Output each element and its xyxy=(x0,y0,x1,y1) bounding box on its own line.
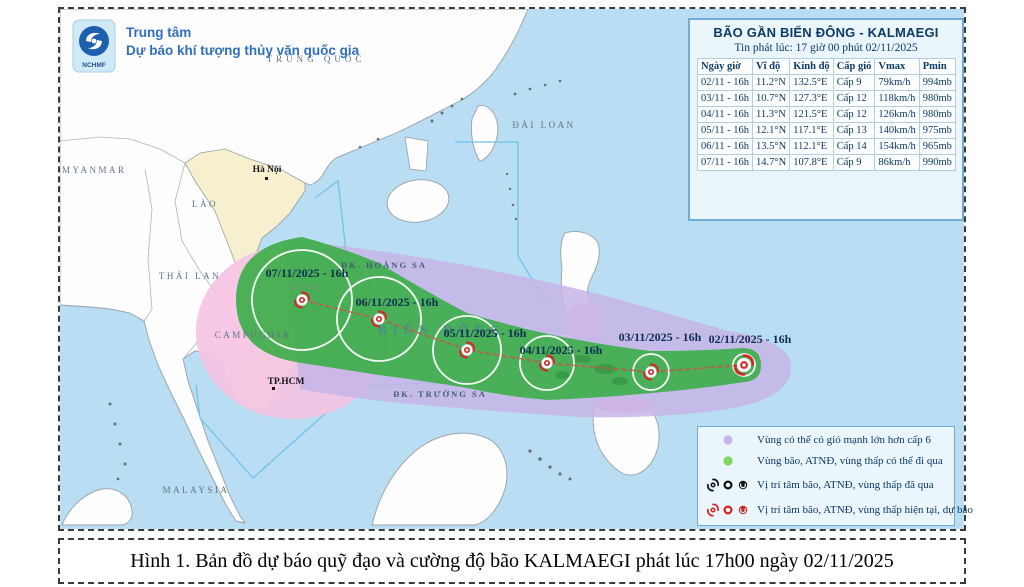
forecast-circle-07-11 xyxy=(251,249,353,351)
col-pmin: Pmin xyxy=(918,58,956,75)
track-label-05-11: 05/11/2025 - 16h xyxy=(444,326,527,340)
label-hcmc: TP.HCM xyxy=(268,377,305,387)
label-malaysia: MALAYSIA xyxy=(163,485,230,495)
org-header: NCHMF Trung tâm Dự báo khí tượng thủy vă… xyxy=(72,19,359,75)
atnd-past-icon xyxy=(723,480,733,490)
forecast-circles xyxy=(251,249,756,391)
storm-info-panel: BÃO GẦN BIỂN ĐÔNG - KALMAEGI Tin phát lú… xyxy=(688,18,964,221)
legend-row-storm-area: Vùng bão, ATNĐ, vùng thấp có thể đi qua xyxy=(704,455,948,467)
forecast-circle-03-11 xyxy=(632,353,670,391)
label-truong-sa: ĐK. TRƯỜNG SA xyxy=(393,389,487,399)
islands-under-cone xyxy=(555,355,628,385)
atnd-current-icon xyxy=(723,505,733,515)
legend-row-wind-area: Vùng có thể có gió mạnh lớn hơn cấp 6 xyxy=(704,434,948,446)
col-longitude: Kinh độ xyxy=(789,58,834,75)
track-label-07-11: 07/11/2025 - 16h xyxy=(266,266,349,280)
storm-area-dot-icon xyxy=(704,455,752,467)
forecast-circle-06-11 xyxy=(336,276,422,362)
col-datetime: Ngày giờ xyxy=(696,58,754,75)
figure-caption-box: Hình 1. Bản đồ dự báo quỹ đạo và cường đ… xyxy=(58,538,966,584)
storm-panel-issued: Tin phát lúc: 17 giờ 00 phút 02/11/2025 xyxy=(734,42,918,54)
forecast-circle-04-11 xyxy=(519,335,575,391)
label-hanoi: Hà Nội xyxy=(253,165,282,175)
label-hoang-sa: ĐK. HOÀNG SA xyxy=(341,260,427,270)
org-name-line1: Trung tâm xyxy=(126,25,192,40)
taiwan-island xyxy=(470,105,499,162)
col-latitude: Vĩ độ xyxy=(752,58,791,75)
table-row: 05/11 - 16h 12.1°N 117.1°E Cấp 13 140km/h 975… xyxy=(696,122,956,139)
typhoon-past-icon xyxy=(706,478,720,492)
past-position-icons xyxy=(704,477,752,493)
figure-caption: Hình 1. Bản đồ dự báo quỹ đạo và cường đ… xyxy=(130,549,894,572)
label-taiwan: ĐÀI LOAN xyxy=(512,120,575,130)
table-row: 04/11 - 16h 11.3°N 121.5°E Cấp 12 126km/h 980… xyxy=(696,106,956,123)
track-label-02-11: 02/11/2025 - 16h xyxy=(709,332,792,346)
hainan-island xyxy=(386,179,450,223)
small-islands xyxy=(108,79,572,481)
label-east-sea: BIỂN ĐÔNG xyxy=(378,322,506,337)
label-laos: LÀO xyxy=(192,199,218,209)
hanoi-marker xyxy=(265,177,268,180)
track-label-03-11: 03/11/2025 - 16h xyxy=(619,330,702,344)
table-row: 03/11 - 16h 10.7°N 127.3°E Cấp 12 118km/h 980… xyxy=(696,90,956,107)
typhoon-current-icon xyxy=(706,503,720,517)
sumatra-island xyxy=(61,488,133,526)
current-position-icons xyxy=(704,502,752,518)
storm-forecast-table: Ngày giờ Vĩ độ Kinh độ Cấp gió Vmax Pmin… xyxy=(696,58,956,171)
map-legend: Vùng có thể có gió mạnh lớn hơn cấp 6 Vù… xyxy=(697,426,973,526)
col-windlevel: Cấp gió xyxy=(832,58,876,75)
forecast-circle-02-11 xyxy=(732,353,756,377)
table-row: 02/11 - 16h 11.2°N 132.5°E Cấp 9 79km/h 994mb xyxy=(696,74,956,91)
label-china: TRUNG QUỐC xyxy=(267,54,366,64)
legend-text: Vị trí tâm bão, ATNĐ, vùng thấp hiện tại… xyxy=(757,503,973,516)
forecast-map-figure: TRUNG QUỐC MYANMAR LÀO THÁI LAN CAMPUCHI… xyxy=(58,7,973,531)
low-past-icon xyxy=(738,480,748,489)
label-thailand: THÁI LAN xyxy=(159,271,221,281)
col-vmax: Vmax xyxy=(874,58,920,75)
hcmc-marker xyxy=(272,387,275,390)
table-row: 06/11 - 16h 13.5°N 112.1°E Cấp 14 154km/h 965… xyxy=(696,138,956,155)
label-myanmar: MYANMAR xyxy=(62,165,127,175)
legend-row-current-position: Vị trí tâm bão, ATNĐ, vùng thấp hiện tại… xyxy=(704,502,973,518)
storm-panel-title: BÃO GẦN BIỂN ĐÔNG - KALMAEGI xyxy=(713,25,939,40)
low-current-icon xyxy=(738,505,748,515)
forecast-circle-05-11 xyxy=(432,315,502,385)
table-row: 07/11 - 16h 14.7°N 107.8°E Cấp 9 86km/h 990mb xyxy=(696,154,956,171)
track-line xyxy=(301,299,745,373)
label-cambodia: CAMPUCHIA xyxy=(215,330,292,340)
logo-abbr: NCHMF xyxy=(82,62,105,69)
org-name: Trung tâm Dự báo khí tượng thủy văn quốc… xyxy=(126,19,359,59)
track-label-04-11: 04/11/2025 - 16h xyxy=(520,343,603,357)
legend-row-past-position: Vị trí tâm bão, ATNĐ, vùng thấp đã qua xyxy=(704,477,948,493)
leizhou-peninsula xyxy=(404,136,429,172)
org-name-line2: Dự báo khí tượng thủy văn quốc gia xyxy=(126,42,360,58)
mainland-asia xyxy=(60,9,529,524)
borneo-island xyxy=(371,432,508,526)
legend-text: Vùng có thể có gió mạnh lớn hơn cấp 6 xyxy=(757,434,931,446)
wind-area-dot-icon xyxy=(704,434,752,446)
nchmf-logo: NCHMF xyxy=(72,19,116,73)
track-label-06-11: 06/11/2025 - 16h xyxy=(356,295,439,309)
label-danang: Đà Nẵng xyxy=(290,281,321,291)
legend-text: Vị trí tâm bão, ATNĐ, vùng thấp đã qua xyxy=(757,478,934,491)
legend-text: Vùng bão, ATNĐ, vùng thấp có thể đi qua xyxy=(757,455,943,468)
table-header-row: Ngày giờ Vĩ độ Kinh độ Cấp gió Vmax Pmin xyxy=(696,58,956,75)
